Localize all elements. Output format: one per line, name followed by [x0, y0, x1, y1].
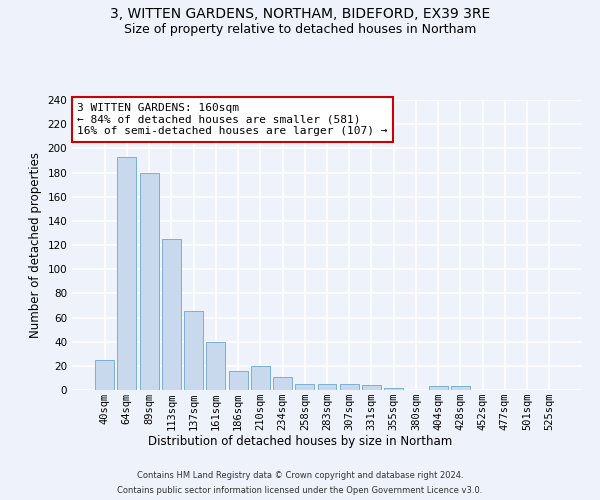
Text: Size of property relative to detached houses in Northam: Size of property relative to detached ho…: [124, 22, 476, 36]
Bar: [118, 157, 136, 390]
Text: 3 WITTEN GARDENS: 160sqm
← 84% of detached houses are smaller (581)
16% of semi-: 3 WITTEN GARDENS: 160sqm ← 84% of detach…: [77, 103, 388, 136]
Bar: [295, 384, 314, 390]
Bar: [251, 366, 270, 390]
Bar: [229, 370, 248, 390]
Bar: [384, 388, 403, 390]
Y-axis label: Number of detached properties: Number of detached properties: [29, 152, 42, 338]
Bar: [429, 386, 448, 390]
Text: Contains public sector information licensed under the Open Government Licence v3: Contains public sector information licen…: [118, 486, 482, 495]
Bar: [184, 312, 203, 390]
Bar: [206, 342, 225, 390]
Text: Contains HM Land Registry data © Crown copyright and database right 2024.: Contains HM Land Registry data © Crown c…: [137, 471, 463, 480]
Bar: [162, 239, 181, 390]
Bar: [340, 384, 359, 390]
Bar: [273, 376, 292, 390]
Bar: [451, 386, 470, 390]
Bar: [317, 384, 337, 390]
Text: Distribution of detached houses by size in Northam: Distribution of detached houses by size …: [148, 435, 452, 448]
Bar: [140, 172, 158, 390]
Bar: [362, 385, 381, 390]
Bar: [95, 360, 114, 390]
Text: 3, WITTEN GARDENS, NORTHAM, BIDEFORD, EX39 3RE: 3, WITTEN GARDENS, NORTHAM, BIDEFORD, EX…: [110, 8, 490, 22]
